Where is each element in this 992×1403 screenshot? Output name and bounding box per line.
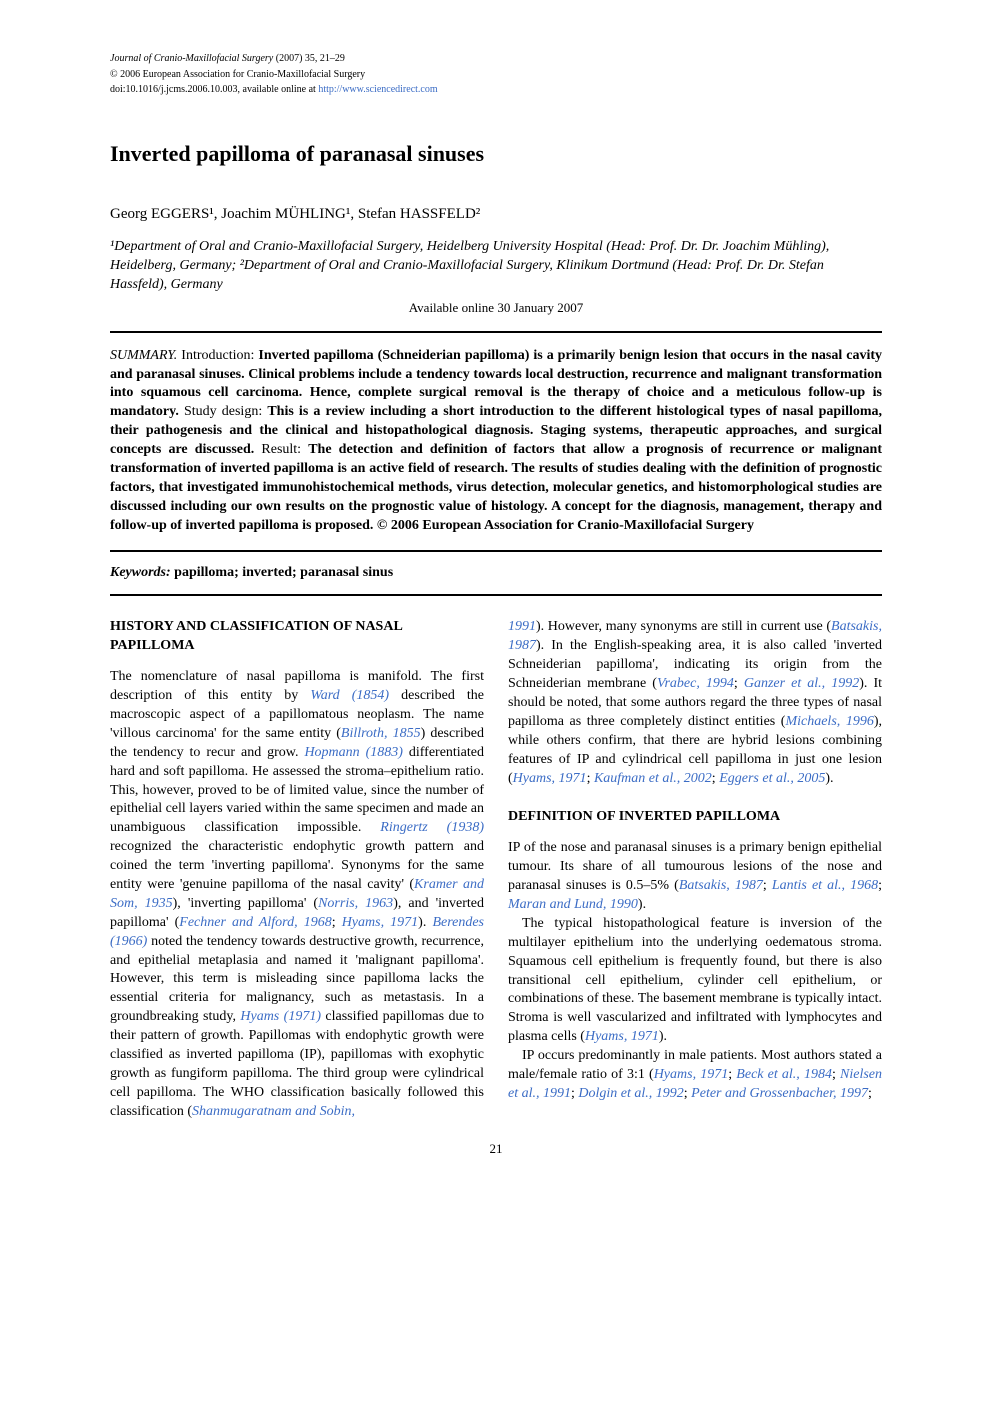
citation-link[interactable]: Hopmann (1883) [304,745,402,760]
history-heading: HISTORY AND CLASSIFICATION OF NASAL PAPI… [110,618,484,656]
citation-link[interactable]: Eggers et al., 2005 [719,771,825,786]
citation-link[interactable]: Hyams, 1971 [654,1067,729,1082]
citation-link[interactable]: Ganzer et al., 1992 [744,676,859,691]
citation-link[interactable]: Ringertz (1938) [380,820,484,835]
copyright-line: © 2006 European Association for Cranio-M… [110,68,882,82]
page-number: 21 [110,1140,882,1158]
authors-list: Georg EGGERS¹, Joachim MÜHLING¹, Stefan … [110,204,882,224]
citation-link[interactable]: Beck et al., 1984 [736,1067,832,1082]
citation-link[interactable]: Maran and Lund, 1990 [508,897,638,912]
journal-name: Journal of Cranio-Maxillofacial Surgery [110,53,273,64]
citation-link[interactable]: Peter and Grossenbacher, 1997 [691,1086,868,1101]
left-column: HISTORY AND CLASSIFICATION OF NASAL PAPI… [110,618,484,1121]
main-content: HISTORY AND CLASSIFICATION OF NASAL PAPI… [110,618,882,1121]
journal-header: Journal of Cranio-Maxillofacial Surgery … [110,52,882,66]
study-label: Study design: [184,404,262,419]
affiliations: ¹Department of Oral and Cranio-Maxillofa… [110,238,882,295]
article-title: Inverted papilloma of paranasal sinuses [110,139,882,169]
citation-link[interactable]: Batsakis, 1987 [679,878,763,893]
citation-link[interactable]: Fechner and Alford, 1968 [179,915,331,930]
citation-link[interactable]: Shanmugaratnam and Sobin, [192,1104,355,1119]
journal-citation: (2007) 35, 21–29 [276,53,345,64]
doi-line: doi:10.1016/j.jcms.2006.10.003, availabl… [110,83,882,97]
right-column: 1991). However, many synonyms are still … [508,618,882,1121]
keywords-block: Keywords: papilloma; inverted; paranasal… [110,552,882,597]
definition-paragraph-2: The typical histopathological feature is… [508,915,882,1047]
citation-link[interactable]: Hyams, 1971 [585,1029,659,1044]
citation-link[interactable]: Billroth, 1855 [341,726,421,741]
citation-link[interactable]: Lantis et al., 1968 [772,878,878,893]
intro-label: Introduction: [181,348,254,363]
definition-paragraph-3: IP occurs predominantly in male patients… [508,1047,882,1104]
citation-link[interactable]: Norris, 1963 [318,896,393,911]
citation-link[interactable]: Ward (1854) [310,688,389,703]
summary-block: SUMMARY. Introduction: Inverted papillom… [110,331,882,552]
definition-paragraph-1: IP of the nose and paranasal sinuses is … [508,839,882,915]
doi-link[interactable]: http://www.sciencedirect.com [318,84,437,95]
summary-text: SUMMARY. Introduction: Inverted papillom… [110,347,882,536]
citation-link[interactable]: Hyams, 1971 [342,915,418,930]
summary-label: SUMMARY. [110,348,177,363]
citation-link[interactable]: Hyams, 1971 [513,771,587,786]
available-online: Available online 30 January 2007 [110,299,882,317]
history-paragraph-continued: 1991). However, many synonyms are still … [508,618,882,788]
result-label: Result: [261,442,301,457]
citation-link[interactable]: Vrabec, 1994 [657,676,734,691]
citation-link[interactable]: Dolgin et al., 1992 [578,1086,683,1101]
citation-link[interactable]: 1991 [508,619,536,634]
citation-link[interactable]: Kaufman et al., 2002 [594,771,712,786]
history-paragraph: The nomenclature of nasal papilloma is m… [110,668,484,1121]
keywords-label: Keywords: [110,565,171,580]
doi-prefix: doi:10.1016/j.jcms.2006.10.003, availabl… [110,84,318,95]
citation-link[interactable]: Michaels, 1996 [785,714,873,729]
citation-link[interactable]: Hyams (1971) [240,1009,321,1024]
definition-heading: DEFINITION OF INVERTED PAPILLOMA [508,808,882,827]
keywords-terms: papilloma; inverted; paranasal sinus [174,565,393,580]
